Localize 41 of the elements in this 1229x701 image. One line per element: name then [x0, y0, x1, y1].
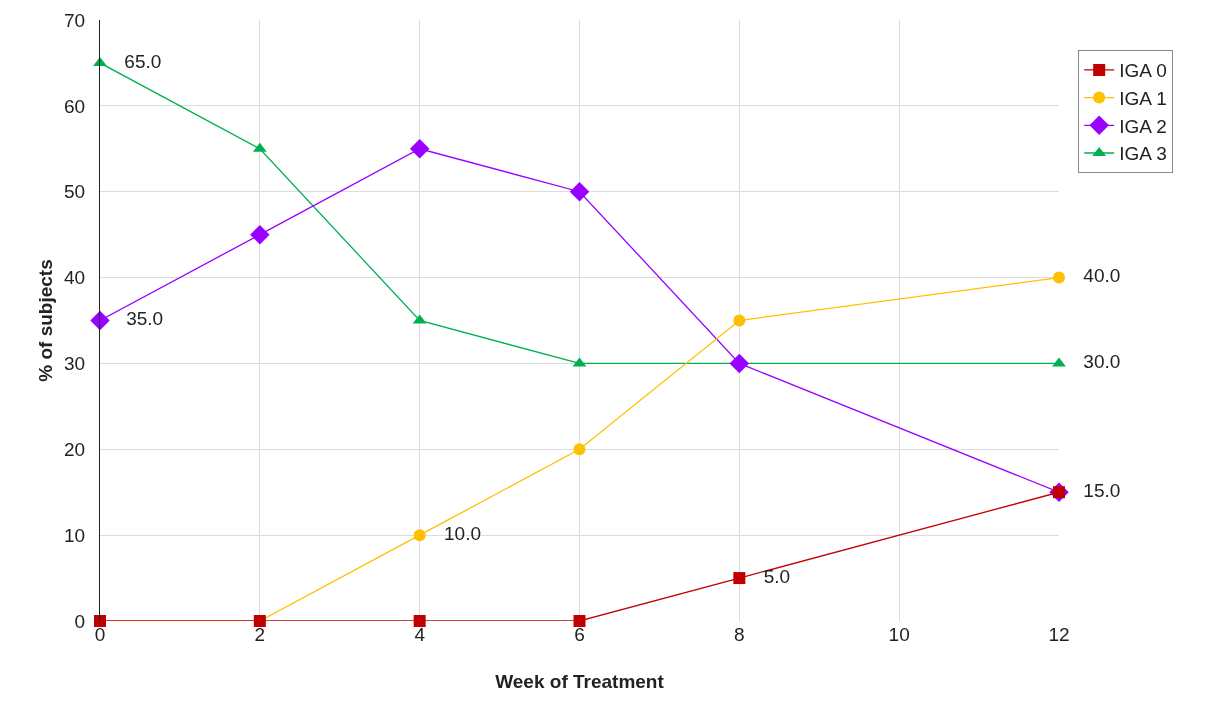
- point: [569, 181, 590, 202]
- data-label: 15.0: [1067, 479, 1121, 501]
- legend-label: IGA 1: [1119, 88, 1167, 110]
- y-tick-label: 50: [64, 181, 86, 203]
- x-tick-label: 4: [414, 624, 426, 645]
- point: [250, 224, 270, 245]
- point: [90, 310, 110, 331]
- x-tick-label: 12: [1048, 624, 1070, 645]
- legend-label: IGA 0: [1119, 60, 1167, 82]
- data-label: 10.0: [428, 522, 481, 544]
- y-tick-label: 60: [64, 95, 86, 117]
- y-axis-title: % of subjects: [35, 259, 56, 382]
- y-tick-label: 20: [64, 438, 86, 460]
- y-tick-label: 10: [64, 524, 86, 546]
- y-tick-label: 70: [64, 9, 86, 31]
- point: [733, 314, 746, 327]
- point: [1053, 271, 1065, 284]
- point: [729, 353, 750, 374]
- point: [413, 529, 426, 542]
- legend-label: IGA 3: [1119, 143, 1167, 165]
- point: [733, 572, 746, 585]
- legend-label: IGA 2: [1119, 115, 1167, 137]
- x-axis-title: Week of Treatment: [495, 671, 665, 692]
- x-tick-label: 6: [574, 624, 585, 645]
- y-tick-label: 30: [64, 353, 86, 375]
- data-label: 35.0: [110, 308, 164, 330]
- x-tick-label: 0: [94, 624, 106, 645]
- y-tick-label: 40: [64, 267, 86, 289]
- point: [1052, 357, 1066, 367]
- x-tick-label: 10: [888, 624, 910, 645]
- x-tick-label: 2: [254, 624, 266, 645]
- point: [413, 615, 426, 627]
- data-label: 30.0: [1067, 351, 1121, 373]
- point: [409, 139, 430, 159]
- data-label: 5.0: [747, 565, 791, 587]
- data-label: 65.0: [108, 50, 162, 72]
- point: [573, 443, 586, 456]
- data-label: 40.0: [1067, 265, 1121, 287]
- point: [93, 56, 107, 66]
- x-tick-label: 8: [734, 624, 745, 645]
- point: [573, 615, 586, 627]
